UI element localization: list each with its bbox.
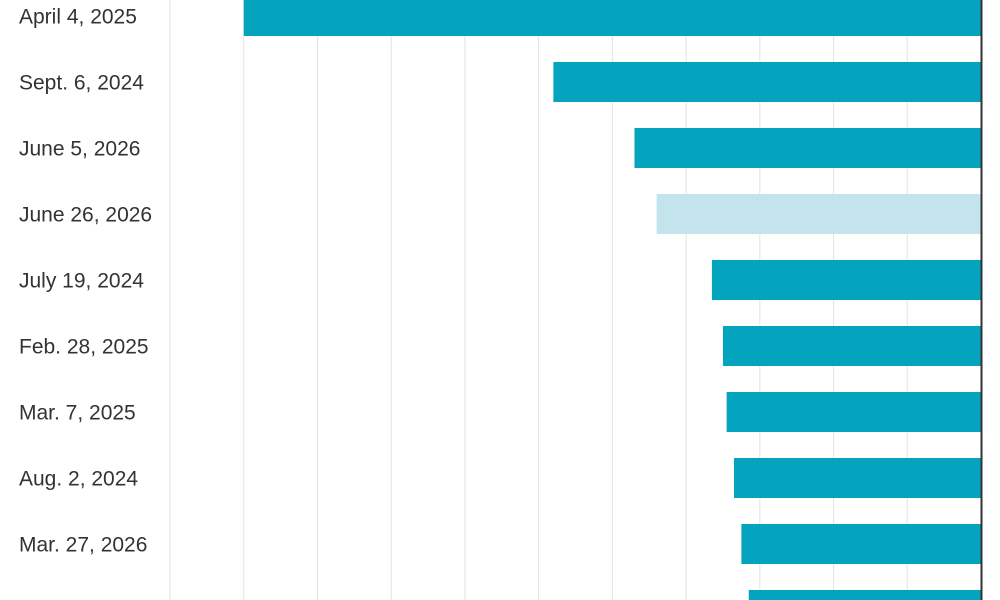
bar xyxy=(711,260,981,300)
bar xyxy=(634,128,981,168)
bar xyxy=(243,0,981,36)
bar xyxy=(741,524,981,564)
y-tick-label: June 5, 2026 xyxy=(19,138,140,161)
y-tick-label: July 19, 2024 xyxy=(19,270,144,293)
bar xyxy=(553,62,981,102)
y-tick-label: Aug. 2, 2024 xyxy=(19,468,138,491)
y-tick-label: Mar. 7, 2025 xyxy=(19,402,136,425)
y-tick-label: Mar. 27, 2026 xyxy=(19,534,147,557)
y-tick-label: Sept. 6, 2024 xyxy=(19,72,144,95)
bar xyxy=(722,326,981,366)
bar xyxy=(748,590,981,600)
bar xyxy=(726,392,981,432)
y-tick-label: Feb. 28, 2025 xyxy=(19,336,149,359)
bar xyxy=(734,458,981,498)
y-tick-label: June 26, 2026 xyxy=(19,204,152,227)
y-tick-label: April 4, 2025 xyxy=(19,6,137,29)
bar xyxy=(656,194,981,234)
